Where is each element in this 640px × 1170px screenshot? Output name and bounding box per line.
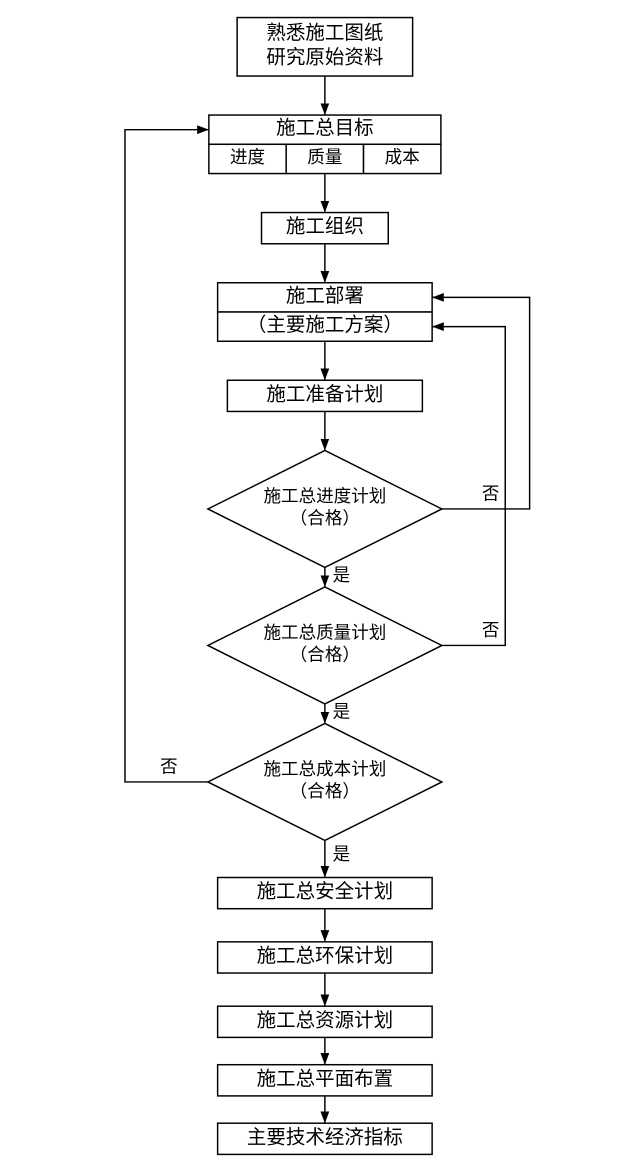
feedback-label-2: 否 xyxy=(160,756,178,776)
econ-label: 主要技术经济指标 xyxy=(247,1126,403,1148)
safety-label: 施工总安全计划 xyxy=(257,881,394,903)
d_cost-label: 施工总成本计划 xyxy=(263,759,386,779)
feedback-label-1: 否 xyxy=(482,620,500,640)
deploy_bottom-label: （主要施工方案） xyxy=(247,314,403,336)
org-label: 施工组织 xyxy=(286,216,364,238)
prep-label: 施工准备计划 xyxy=(266,383,383,405)
feedback-edge-2 xyxy=(125,130,209,782)
feedback-edge-0 xyxy=(432,297,530,509)
start-label: 研究原始资料 xyxy=(266,46,383,68)
edge-label-6: 是 xyxy=(333,702,351,722)
env-label: 施工总环保计划 xyxy=(257,945,394,967)
goal_progress-label: 进度 xyxy=(230,147,265,167)
feedback-label-0: 否 xyxy=(482,483,500,503)
d_progress-label: （合格） xyxy=(290,508,360,528)
deploy_top-label: 施工部署 xyxy=(286,285,364,307)
d_cost-label: （合格） xyxy=(290,781,360,801)
goal_cost-label: 成本 xyxy=(385,147,420,167)
start-label: 熟悉施工图纸 xyxy=(266,22,383,44)
d_quality-label: （合格） xyxy=(290,644,360,664)
layout-label: 施工总平面布置 xyxy=(257,1068,394,1090)
edge-label-7: 是 xyxy=(333,844,351,864)
resource-label: 施工总资源计划 xyxy=(257,1009,394,1031)
goal_header-label: 施工总目标 xyxy=(276,117,374,139)
edge-label-5: 是 xyxy=(333,565,351,585)
d_quality-label: 施工总质量计划 xyxy=(263,623,386,643)
d_progress-label: 施工总进度计划 xyxy=(263,486,386,506)
goal_quality-label: 质量 xyxy=(307,147,342,167)
